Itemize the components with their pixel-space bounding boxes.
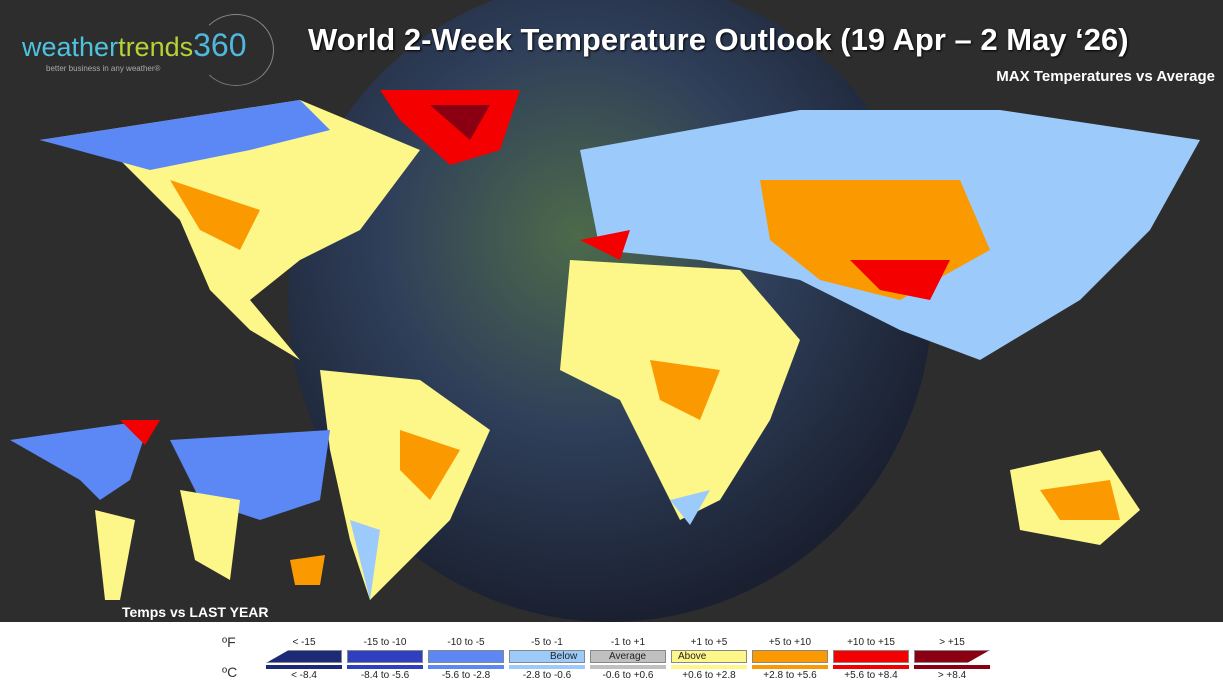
legend-celsius-label: -0.6 to +0.6 <box>602 670 654 681</box>
page-title: World 2-Week Temperature Outlook (19 Apr… <box>308 22 1129 57</box>
legend-fahrenheit-label: > +15 <box>939 637 965 648</box>
legend-celsius-label: < -8.4 <box>291 670 317 681</box>
legend-swatch-underline <box>752 665 828 669</box>
legend-swatch-underline <box>266 665 342 669</box>
south-america <box>320 370 490 600</box>
legend-fahrenheit-label: < -15 <box>292 637 316 648</box>
logo-part1: weather <box>22 32 119 62</box>
logo-tagline: better business in any weather® <box>46 64 161 73</box>
legend-swatch: Above <box>671 650 747 663</box>
africa <box>560 260 800 525</box>
legend-celsius-label: > +8.4 <box>937 670 967 681</box>
legend-swatch-underline <box>428 665 504 669</box>
legend-swatch-underline <box>833 665 909 669</box>
legend-swatch <box>428 650 504 663</box>
legend-fahrenheit-label: -5 to -1 <box>531 637 563 648</box>
legend-swatch: Below <box>509 650 585 663</box>
legend-swatch <box>347 650 423 663</box>
inset-label: Temps vs LAST YEAR <box>122 604 269 620</box>
australia <box>1010 450 1140 545</box>
temperature-map: weathertrends360 better business in any … <box>10 0 1215 622</box>
legend-fahrenheit-label: +5 to +10 <box>768 637 812 648</box>
legend-swatch <box>833 650 909 663</box>
inset-map-last-year <box>10 420 330 600</box>
legend-swatch-underline <box>509 665 585 669</box>
legend-celsius-label: -2.8 to -0.6 <box>522 670 572 681</box>
legend-swatch-underline <box>671 665 747 669</box>
logo: weathertrends360 <box>22 27 247 63</box>
europe-asia <box>580 110 1200 360</box>
unit-fahrenheit: ºF <box>222 634 236 650</box>
map-graphic <box>10 0 1200 622</box>
legend-swatch <box>752 650 828 663</box>
subtitle: MAX Temperatures vs Average <box>996 68 1215 85</box>
legend-celsius-label: +2.8 to +5.6 <box>763 670 817 681</box>
legend-swatch-underline <box>347 665 423 669</box>
legend-celsius-label: +5.6 to +8.4 <box>844 670 898 681</box>
legend-swatch-underline <box>590 665 666 669</box>
legend-celsius-label: +0.6 to +2.8 <box>682 670 736 681</box>
logo-ring <box>198 14 274 86</box>
legend-fahrenheit-label: -15 to -10 <box>363 637 407 648</box>
legend-celsius-label: -8.4 to -5.6 <box>360 670 410 681</box>
legend-fahrenheit-label: -1 to +1 <box>610 637 646 648</box>
unit-celsius: ºC <box>222 664 238 680</box>
logo-part2: trends <box>118 32 194 62</box>
legend-swatch: Average <box>590 650 666 663</box>
legend-swatch-underline <box>914 665 990 669</box>
north-america <box>40 90 520 360</box>
legend-fahrenheit-label: +1 to +5 <box>690 637 728 648</box>
legend-fahrenheit-label: -10 to -5 <box>447 637 485 648</box>
legend-celsius-label: -5.6 to -2.8 <box>441 670 491 681</box>
logo-part3: 360 <box>193 27 247 63</box>
legend-fahrenheit-label: +10 to +15 <box>847 637 895 648</box>
